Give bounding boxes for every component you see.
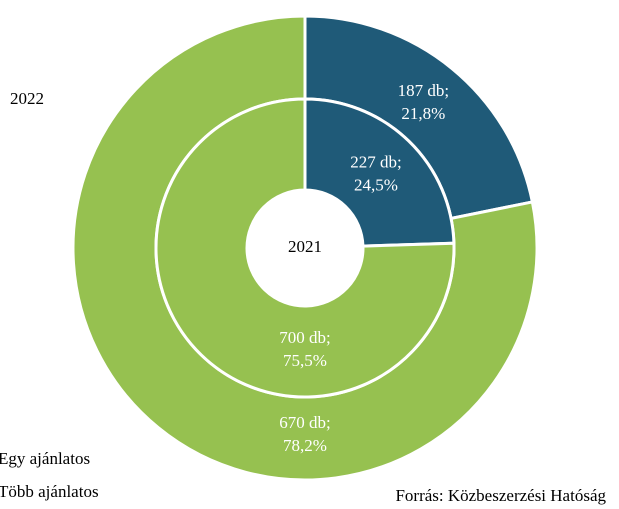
donut-slice [154,97,456,399]
legend-label: Egy ajánlatos [0,449,90,468]
data-label: 78,2% [283,436,327,455]
inner-ring-label: 2021 [288,237,322,256]
donut-slice [303,97,456,248]
donut-hole [248,191,362,305]
legend-label: Több ajánlatos [0,482,99,501]
data-label: 227 db; [350,153,401,172]
data-label: 21,8% [401,104,445,123]
data-label: 24,5% [354,176,398,195]
source: Forrás: Közbeszerzési Hatóság [395,486,606,505]
data-label: 187 db; [398,81,449,100]
data-label: 75,5% [283,351,327,370]
data-label: 700 db; [279,328,330,347]
outer-ring-label: 2022 [10,89,44,108]
data-label: 670 db; [279,413,330,432]
